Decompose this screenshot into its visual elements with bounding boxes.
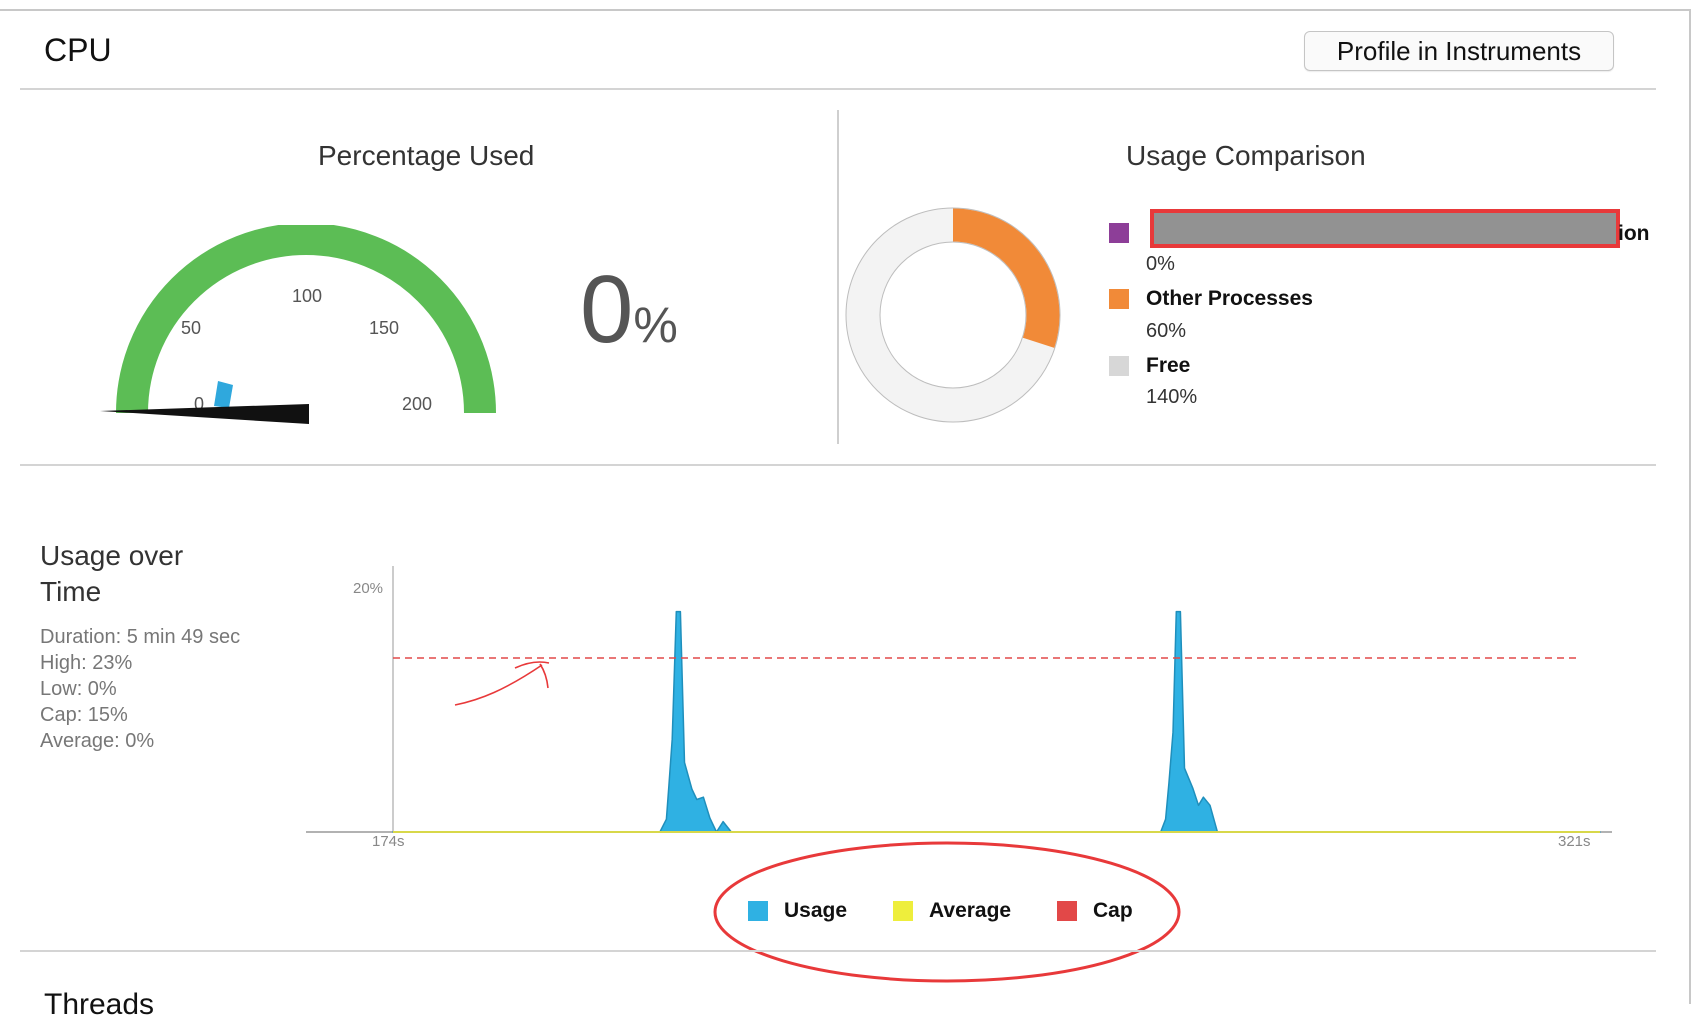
gauge-value-indicator (214, 381, 233, 408)
cpu-percentage-value: 0% (580, 262, 678, 358)
stat-cap: Cap: 15% (40, 704, 128, 726)
chart-x-tick-end: 321s (1558, 833, 1591, 850)
gauge-tick-150: 150 (369, 318, 399, 338)
redacted-process-name (1150, 209, 1620, 248)
page-title: CPU (44, 32, 112, 68)
annotation-arrow (454, 661, 550, 706)
legend-annotation-circle (713, 841, 1181, 983)
legend-label-usage: Usage (784, 899, 848, 922)
profile-in-instruments-button[interactable]: Profile in Instruments (1304, 31, 1614, 71)
cpu-gauge: 50 100 150 200 0 (100, 225, 496, 424)
gauge-arc (116, 225, 496, 414)
gauge-tick-0: 0 (194, 394, 204, 414)
legend-swatch-cap (1057, 901, 1077, 921)
cpu-percentage-number: 0 (580, 256, 634, 363)
usage-over-time-chart: 20% 174s 321s (306, 566, 1612, 850)
chart-section-divider (20, 950, 1656, 952)
chart-y-tick-label: 20% (353, 580, 383, 597)
usage-over-time-title: Usage over Time (40, 538, 240, 610)
gauge-needle (100, 404, 309, 424)
header-divider (20, 88, 1656, 90)
usage-over-time-title-line2: Time (40, 576, 102, 607)
stat-low: Low: 0% (40, 678, 117, 700)
other-processes-legend-value: 60% (1146, 320, 1187, 342)
gauge-tick-100: 100 (292, 286, 322, 306)
cpu-percentage-symbol: % (633, 297, 678, 353)
window-top-border (0, 9, 1690, 11)
stat-high: High: 23% (40, 652, 133, 674)
free-legend-name: Free (1146, 354, 1191, 377)
window-right-border (1689, 9, 1691, 1004)
chart-usage-series (392, 610, 1601, 833)
legend-swatch-average (893, 901, 913, 921)
legend-swatch-free (1109, 356, 1129, 376)
legend-label-average: Average (929, 899, 1012, 922)
section-divider (837, 110, 839, 444)
donut-other-processes-segment (952, 208, 1060, 348)
usage-comparison-donut (845, 207, 1061, 423)
free-legend-value: 140% (1146, 386, 1198, 408)
usage-comparison-title: Usage Comparison (1126, 140, 1366, 171)
app-legend-name-tail: ion (1618, 222, 1650, 245)
legend-swatch-usage (748, 901, 768, 921)
usage-over-time-title-line1: Usage over (40, 540, 184, 571)
stat-average: Average: 0% (40, 730, 155, 752)
percentage-used-title: Percentage Used (318, 140, 535, 171)
legend-swatch-app (1109, 223, 1129, 243)
app-legend-value: 0% (1146, 253, 1175, 275)
gauge-section-divider (20, 464, 1656, 466)
stat-duration: Duration: 5 min 49 sec (40, 626, 241, 648)
chart-x-tick-start: 174s (372, 833, 405, 850)
threads-section-title-clipped: Threads (44, 988, 155, 1021)
gauge-tick-200: 200 (402, 394, 432, 414)
legend-label-cap: Cap (1093, 899, 1133, 922)
gauge-tick-50: 50 (181, 318, 201, 338)
legend-swatch-other-processes (1109, 289, 1129, 309)
other-processes-legend-name: Other Processes (1146, 287, 1313, 310)
